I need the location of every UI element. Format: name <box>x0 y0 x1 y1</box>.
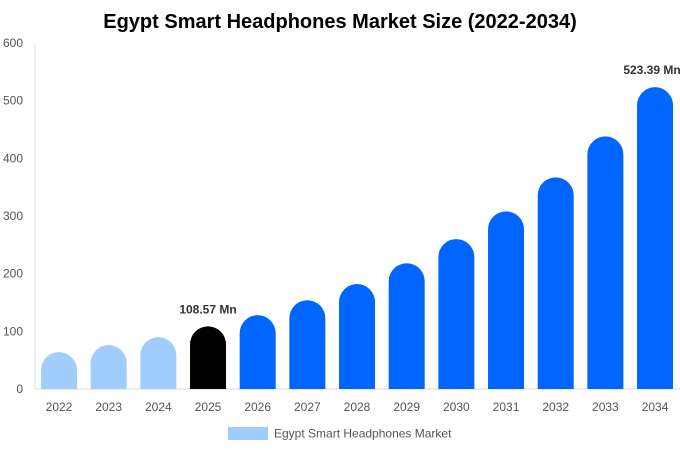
x-tick-label: 2025 <box>195 400 222 414</box>
x-tick-label: 2022 <box>46 400 73 414</box>
legend-swatch <box>228 427 268 440</box>
bar-2030 <box>438 239 475 389</box>
x-tick-label: 2033 <box>592 400 619 414</box>
bar-2028 <box>339 284 376 389</box>
x-tick-label: 2034 <box>642 400 669 414</box>
y-tick-label: 400 <box>3 151 23 165</box>
x-tick-label: 2029 <box>393 400 420 414</box>
bar-2033 <box>587 136 624 389</box>
bar-2024 <box>140 337 177 389</box>
bar-2025 <box>190 326 227 389</box>
x-tick-label: 2027 <box>294 400 321 414</box>
bar-2032 <box>537 177 574 389</box>
bar-2023 <box>90 345 127 389</box>
x-tick-label: 2030 <box>443 400 470 414</box>
y-tick-label: 300 <box>3 209 23 223</box>
y-tick-label: 500 <box>3 94 23 108</box>
x-tick-label: 2026 <box>244 400 271 414</box>
bar-2022 <box>41 352 77 389</box>
y-tick-label: 200 <box>3 267 23 281</box>
y-tick-label: 0 <box>16 382 23 396</box>
chart-title: Egypt Smart Headphones Market Size (2022… <box>103 11 577 33</box>
y-tick-label: 600 <box>3 36 23 50</box>
bar-2031 <box>488 211 525 389</box>
bar-2034 <box>637 87 674 389</box>
bar-2026 <box>239 315 276 389</box>
legend-label: Egypt Smart Headphones Market <box>274 427 452 441</box>
x-tick-label: 2031 <box>493 400 520 414</box>
bar-2027 <box>289 300 326 389</box>
x-tick-label: 2024 <box>145 400 172 414</box>
data-label: 108.57 Mn <box>179 302 236 316</box>
bar-2029 <box>388 263 425 389</box>
x-tick-label: 2023 <box>95 400 122 414</box>
x-tick-label: 2028 <box>344 400 371 414</box>
y-tick-label: 100 <box>3 324 23 338</box>
data-label: 523.39 Mn <box>623 63 680 77</box>
legend: Egypt Smart Headphones Market <box>228 427 452 441</box>
x-tick-label: 2032 <box>542 400 569 414</box>
